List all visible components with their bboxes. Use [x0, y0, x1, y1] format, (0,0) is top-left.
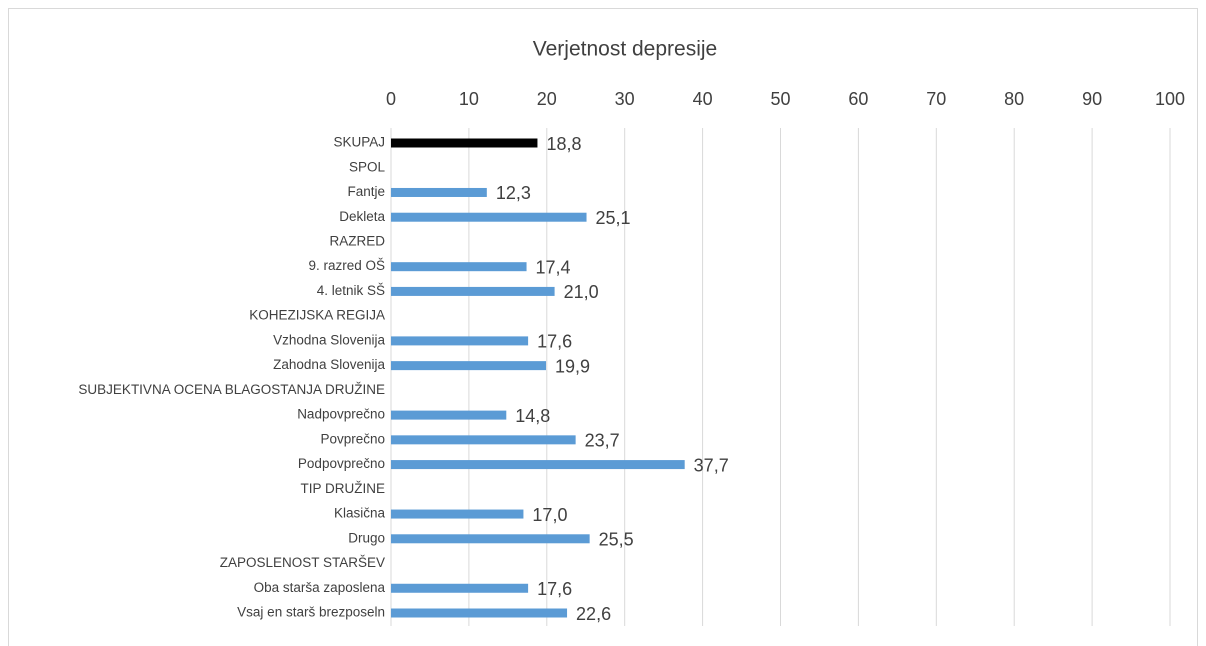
- value-label: 23,7: [585, 431, 620, 451]
- value-label: 37,7: [694, 455, 729, 475]
- x-tick-label: 100: [1155, 89, 1185, 109]
- x-tick-label: 90: [1082, 89, 1102, 109]
- bar: [391, 336, 529, 346]
- value-label: 17,4: [536, 257, 571, 277]
- value-label: 14,8: [515, 406, 550, 426]
- bar: [391, 460, 685, 470]
- x-tick-label: 80: [1004, 89, 1024, 109]
- x-tick-label: 20: [537, 89, 557, 109]
- value-label: 25,5: [599, 530, 634, 550]
- y-tick-label: SUBJEKTIVNA OCENA BLAGOSTANJA DRUŽINE: [78, 382, 385, 397]
- y-tick-label: Oba starša zaposlena: [254, 580, 386, 595]
- y-tick-label: Nadpovprečno: [297, 407, 385, 422]
- bar: [391, 187, 487, 197]
- bar: [391, 583, 529, 593]
- y-tick-label: Vsaj en starš brezposeln: [237, 605, 385, 620]
- value-label: 18,8: [546, 134, 581, 154]
- bar: [391, 212, 587, 222]
- chart-title: Verjetnost depresije: [533, 38, 717, 61]
- value-label: 12,3: [496, 183, 531, 203]
- y-tick-label: Zahodna Slovenija: [273, 357, 385, 372]
- value-label: 19,9: [555, 356, 590, 376]
- value-label: 17,6: [537, 579, 572, 599]
- bar: [391, 361, 547, 371]
- x-tick-label: 40: [693, 89, 713, 109]
- bar: [391, 262, 527, 272]
- y-tick-label: TIP DRUŽINE: [300, 481, 385, 496]
- x-tick-label: 30: [615, 89, 635, 109]
- y-tick-label: Fantje: [347, 184, 385, 199]
- value-label: 25,1: [596, 208, 631, 228]
- x-tick-label: 50: [770, 89, 790, 109]
- bar: [391, 286, 555, 296]
- value-label: 22,6: [576, 604, 611, 624]
- y-tick-label: Drugo: [348, 530, 385, 545]
- x-tick-label: 60: [848, 89, 868, 109]
- y-tick-label: ZAPOSLENOST STARŠEV: [220, 555, 385, 570]
- y-tick-label: Vzhodna Slovenija: [273, 332, 385, 347]
- y-tick-label: 4. letnik SŠ: [317, 283, 385, 298]
- value-label: 17,0: [532, 505, 567, 525]
- y-tick-label: SKUPAJ: [333, 135, 385, 150]
- value-label: 21,0: [564, 282, 599, 302]
- y-tick-label: SPOL: [349, 159, 386, 174]
- x-tick-label: 0: [386, 89, 396, 109]
- value-label: 17,6: [537, 332, 572, 352]
- bar: [391, 410, 507, 420]
- y-tick-label: Klasična: [334, 506, 386, 521]
- bar: [391, 138, 538, 148]
- y-tick-label: RAZRED: [329, 234, 385, 249]
- y-tick-label: Dekleta: [339, 209, 385, 224]
- y-tick-label: Povprečno: [320, 431, 385, 446]
- y-tick-label: Podpovprečno: [298, 456, 385, 471]
- x-tick-label: 10: [459, 89, 479, 109]
- bar: [391, 534, 590, 544]
- y-tick-label: 9. razred OŠ: [308, 258, 385, 273]
- chart-frame: [8, 8, 1198, 646]
- bar: [391, 435, 576, 445]
- bar: [391, 509, 524, 519]
- bar: [391, 608, 568, 618]
- y-tick-label: KOHEZIJSKA REGIJA: [249, 308, 385, 323]
- x-tick-label: 70: [926, 89, 946, 109]
